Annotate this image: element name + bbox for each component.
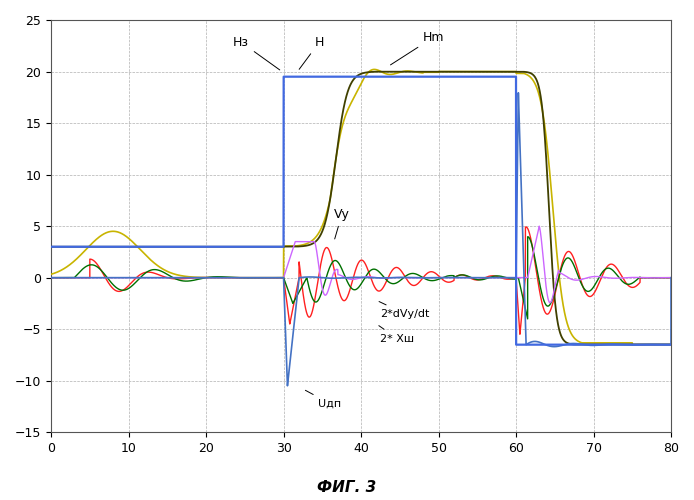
Text: 2*dVу/dt: 2*dVу/dt — [379, 302, 430, 319]
Text: Нm: Нm — [391, 30, 445, 65]
Text: Uдп: Uдп — [305, 390, 341, 408]
Text: Н: Н — [299, 36, 324, 70]
Text: Нз: Нз — [233, 36, 280, 70]
Text: 2* Хш: 2* Хш — [379, 326, 414, 344]
Text: ФИГ. 3: ФИГ. 3 — [317, 480, 377, 495]
Text: Vу: Vу — [334, 208, 350, 239]
